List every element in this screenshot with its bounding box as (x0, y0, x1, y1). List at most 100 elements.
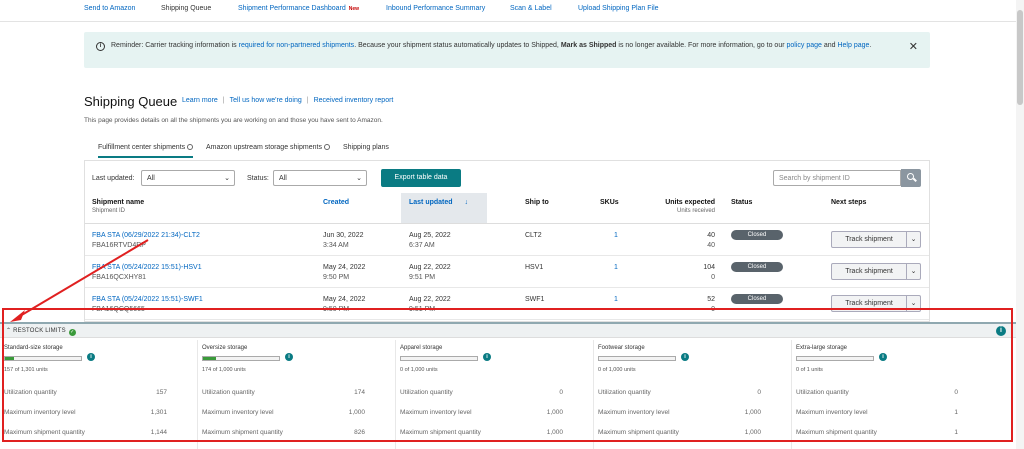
nav-label: Shipment Performance Dashboard (238, 5, 346, 12)
restock-limits-panel: ⌃ RESTOCK LIMITS ✓ i Standard-size storag… (0, 322, 1016, 449)
created-time: 3:34 AM (323, 242, 349, 249)
export-table-button[interactable]: Export table data (381, 169, 461, 187)
skus-link[interactable]: 1 (614, 232, 618, 239)
chevron-down-icon[interactable]: ⌄ (907, 295, 921, 312)
col-last-updated[interactable]: Last updated ↓ (409, 199, 468, 206)
utilization-bar (598, 356, 676, 361)
max-inv-value: 1,000 (348, 409, 365, 416)
info-icon[interactable]: i (483, 353, 491, 361)
search-button[interactable] (901, 169, 921, 187)
feedback-link[interactable]: Tell us how we're doing (229, 97, 302, 104)
storage-oversize: Oversize storage i 174 of 1,000 units Ut… (198, 340, 396, 449)
tab-shipping-plans[interactable]: Shipping plans (343, 144, 389, 151)
chevron-down-icon[interactable]: ⌄ (907, 263, 921, 280)
max-ship-value: 1,000 (546, 429, 563, 436)
tab-label: Amazon upstream storage shipments (206, 144, 322, 151)
received-inventory-report-link[interactable]: Received inventory report (313, 97, 394, 104)
col-status: Status (731, 199, 753, 206)
info-icon[interactable]: i (87, 353, 95, 361)
header-sublabel: Shipment ID (92, 208, 126, 214)
ship-to: CLT2 (525, 232, 542, 239)
shipment-id: FBA16QCQ5665 (92, 306, 145, 313)
header-sublabel: Units received (676, 208, 715, 214)
nav-shipping-queue[interactable]: Shipping Queue (161, 5, 212, 12)
max-inv-value: 1,000 (546, 409, 563, 416)
col-ship-to[interactable]: Ship to (525, 199, 549, 206)
info-icon[interactable]: i (681, 353, 689, 361)
last-updated-select[interactable]: All ⌄ (141, 170, 235, 186)
info-icon[interactable]: i (879, 353, 887, 361)
arrow-head (10, 310, 25, 322)
max-inv-label: Maximum inventory level (4, 409, 76, 416)
tab-upstream-storage[interactable]: Amazon upstream storage shipments (206, 144, 330, 158)
banner-text-5: . (869, 42, 872, 49)
units-expected: 104 (703, 264, 715, 271)
page-scrollbar[interactable] (1016, 0, 1024, 449)
nav-shipment-performance-dashboard[interactable]: Shipment Performance Dashboard New (238, 5, 359, 12)
shipment-name-link[interactable]: FBA STA (05/24/2022 15:51)-HSV1 (92, 264, 202, 271)
tab-fulfillment-center[interactable]: Fulfillment center shipments (98, 144, 194, 158)
units-expected: 40 (707, 232, 715, 239)
close-icon[interactable]: ✕ (908, 41, 918, 53)
learn-more-link[interactable]: Learn more (182, 97, 218, 104)
status-select[interactable]: All ⌄ (273, 170, 367, 186)
restock-limits-header[interactable]: ⌃ RESTOCK LIMITS ✓ i (0, 324, 1016, 338)
non-partnered-link[interactable]: required for non-partnered shipments (238, 42, 355, 49)
max-ship-label: Maximum shipment quantity (796, 429, 877, 436)
chevron-down-icon: ⌄ (224, 175, 230, 182)
col-skus[interactable]: SKUs (600, 199, 619, 206)
utilization-bar (4, 356, 82, 361)
info-icon (187, 144, 194, 150)
policy-page-link[interactable]: policy page (786, 42, 822, 49)
select-value: All (279, 175, 287, 182)
shipment-cell: FBA STA (06/29/2022 21:34)-CLT2 FBA16RTVD… (92, 231, 200, 251)
shipment-name-link[interactable]: FBA STA (06/29/2022 21:34)-CLT2 (92, 232, 200, 239)
nav-inbound-performance-summary[interactable]: Inbound Performance Summary (386, 5, 486, 12)
updated-date: Aug 25, 2022 (409, 232, 451, 239)
shipment-name-link[interactable]: FBA STA (05/24/2022 15:51)-SWF1 (92, 296, 203, 303)
header-links: Learn more | Tell us how we're doing | Recei… (182, 97, 393, 104)
banner-text: Reminder: Carrier tracking information i… (111, 41, 891, 51)
shipment-cell: FBA STA (05/24/2022 15:51)-SWF1 FBA16QCQ5… (92, 295, 203, 315)
util-label: Utilization quantity (796, 389, 849, 396)
col-shipment-name[interactable]: Shipment name Shipment ID (92, 199, 144, 214)
track-shipment-button[interactable]: Track shipment (831, 295, 907, 312)
units-summary: 0 of 1,000 units (400, 367, 438, 373)
chevron-down-icon[interactable]: ⌄ (907, 231, 921, 248)
util-label: Utilization quantity (598, 389, 651, 396)
shipment-id: FBA16RTVD4RP (92, 242, 146, 249)
util-value: 157 (156, 389, 167, 396)
storage-title: Extra-large storage (796, 345, 848, 351)
units-received: 0 (711, 274, 715, 281)
units-summary: 157 of 1,301 units (4, 367, 48, 373)
skus-link[interactable]: 1 (614, 296, 618, 303)
separator: | (306, 97, 309, 104)
nav-scan-label[interactable]: Scan & Label (510, 5, 552, 12)
help-page-link[interactable]: Help page (837, 42, 870, 49)
tab-label: Fulfillment center shipments (98, 144, 186, 151)
storage-standard: Standard-size storage i 157 of 1,301 uni… (0, 340, 198, 449)
col-units[interactable]: Units expected Units received (663, 199, 715, 214)
info-icon[interactable]: i (285, 353, 293, 361)
scrollbar-thumb[interactable] (1017, 10, 1023, 105)
units-summary: 0 of 1 units (796, 367, 823, 373)
track-shipment-button[interactable]: Track shipment (831, 231, 907, 248)
col-created[interactable]: Created (323, 199, 350, 206)
nav-send-to-amazon[interactable]: Send to Amazon (84, 5, 136, 12)
nav-upload-shipping-plan[interactable]: Upload Shipping Plan File (578, 5, 659, 12)
reminder-banner: i Reminder: Carrier tracking information… (84, 32, 930, 68)
check-icon: ✓ (68, 329, 76, 336)
page-description: This page provides details on all the sh… (84, 117, 383, 124)
units-received: 40 (707, 242, 715, 249)
units-received: 0 (711, 306, 715, 313)
shipment-cell: FBA STA (05/24/2022 15:51)-HSV1 FBA16QCXH… (92, 263, 202, 283)
created-time: 9:50 PM (323, 274, 350, 281)
col-next-steps: Next steps (831, 199, 867, 206)
track-shipment-button[interactable]: Track shipment (831, 263, 907, 280)
search-input[interactable]: Search by shipment ID (773, 170, 901, 186)
storage-title: Standard-size storage (4, 345, 63, 351)
max-ship-value: 1,000 (744, 429, 761, 436)
info-icon[interactable]: i (996, 326, 1006, 336)
skus-link[interactable]: 1 (614, 264, 618, 271)
header-divider (85, 223, 929, 224)
